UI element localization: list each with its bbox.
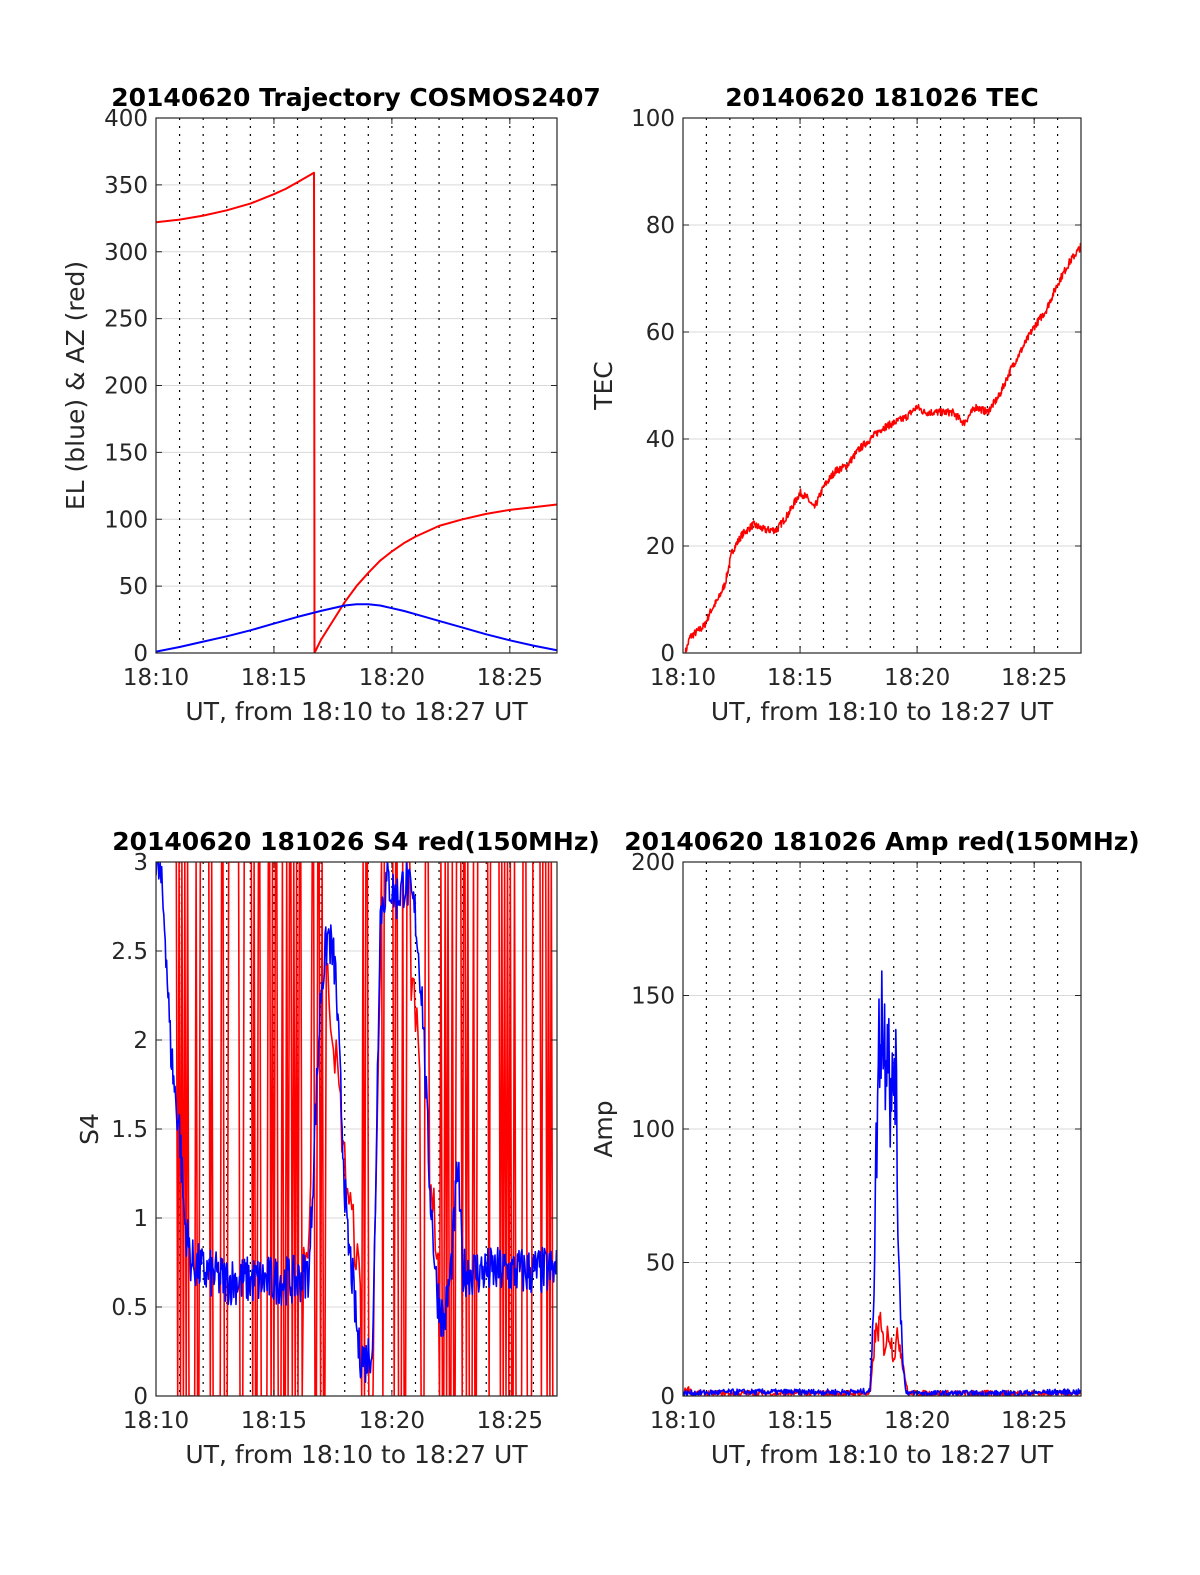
chart-title: 20140620 181026 TEC (725, 83, 1038, 112)
chart-panel-4: 18:10 18:15 18:20 18:25 0 50 100 150 20020140620… (589, 827, 1140, 1469)
series-line-blue (156, 862, 557, 1383)
plot-area (684, 242, 1081, 653)
x-tick-label: 18:10 (123, 665, 189, 691)
y-tick-label: 250 (104, 307, 148, 333)
x-tick-label: 18:20 (884, 665, 950, 691)
y-tick-label: 0 (133, 641, 148, 667)
y-tick-label: 0.5 (111, 1295, 148, 1321)
x-axis-label: UT, from 18:10 to 18:27 UT (711, 1440, 1054, 1469)
series-line-red (684, 242, 1081, 653)
y-tick-label: 1 (133, 1206, 148, 1232)
y-axis-label: TEC (589, 361, 618, 411)
x-tick-label: 18:20 (359, 665, 425, 691)
x-tick-label: 18:10 (123, 1408, 189, 1434)
x-axis-label: UT, from 18:10 to 18:27 UT (185, 697, 528, 726)
y-tick-label: 100 (631, 1117, 675, 1143)
chart-title: 20140620 Trajectory COSMOS2407 (111, 83, 601, 112)
plot-area (156, 171, 557, 653)
x-tick-label: 18:20 (359, 1408, 425, 1434)
y-tick-label: 200 (631, 850, 675, 876)
y-axis-label: S4 (75, 1113, 104, 1145)
x-tick-label: 18:20 (884, 1408, 950, 1434)
x-tick-label: 18:15 (767, 1408, 833, 1434)
chart-panel-1: 18:10 18:15 18:20 18:25 0 50 100 150 200 250 300 35… (61, 83, 601, 726)
y-tick-label: 200 (104, 374, 148, 400)
series-line-blue (683, 970, 1081, 1396)
y-tick-label: 100 (631, 106, 675, 132)
chart-title: 20140620 181026 Amp red(150MHz) (624, 827, 1140, 856)
chart-panel-2: 18:10 18:15 18:20 18:25 0 20 40 60 80 100 20140620… (589, 83, 1082, 726)
x-tick-label: 18:15 (241, 1408, 307, 1434)
x-tick-label: 18:10 (650, 1408, 716, 1434)
y-tick-label: 150 (104, 440, 148, 466)
y-tick-label: 300 (104, 240, 148, 266)
y-tick-label: 2.5 (111, 939, 148, 965)
chart-title: 20140620 181026 S4 red(150MHz) (112, 827, 600, 856)
x-axis-label: UT, from 18:10 to 18:27 UT (185, 1440, 528, 1469)
x-tick-label: 18:25 (477, 665, 543, 691)
y-tick-label: 400 (104, 106, 148, 132)
y-tick-label: 50 (119, 574, 148, 600)
x-axis-label: UT, from 18:10 to 18:27 UT (711, 697, 1054, 726)
plot-area (156, 862, 557, 1396)
x-tick-label: 18:10 (650, 665, 716, 691)
y-tick-label: 1.5 (111, 1117, 148, 1143)
y-tick-label: 3 (133, 850, 148, 876)
y-tick-label: 2 (133, 1028, 148, 1054)
x-tick-label: 18:15 (241, 665, 307, 691)
x-tick-label: 18:25 (1001, 665, 1067, 691)
chart-panel-3: 18:10 18:15 18:20 18:25 0 0.5 1 1.5 2 2.5 32014062… (75, 827, 600, 1469)
y-tick-label: 150 (631, 984, 675, 1010)
y-tick-label: 0 (660, 641, 675, 667)
x-tick-label: 18:25 (477, 1408, 543, 1434)
series-line-blue (156, 603, 557, 653)
series-line-red (156, 171, 557, 653)
y-tick-label: 350 (104, 173, 148, 199)
y-axis-label: Amp (589, 1100, 618, 1157)
y-tick-label: 40 (646, 427, 675, 453)
y-tick-label: 20 (646, 534, 675, 560)
y-tick-label: 0 (133, 1384, 148, 1410)
plot-area (683, 970, 1081, 1396)
y-tick-label: 50 (646, 1251, 675, 1277)
y-tick-label: 80 (646, 213, 675, 239)
y-tick-label: 100 (104, 507, 148, 533)
axes-frame (682, 117, 1082, 654)
y-tick-label: 60 (646, 320, 675, 346)
y-tick-label: 0 (660, 1384, 675, 1410)
series-line-red (174, 862, 556, 1396)
x-tick-label: 18:15 (767, 665, 833, 691)
x-tick-label: 18:25 (1001, 1408, 1067, 1434)
y-axis-label: EL (blue) & AZ (red) (61, 261, 90, 510)
